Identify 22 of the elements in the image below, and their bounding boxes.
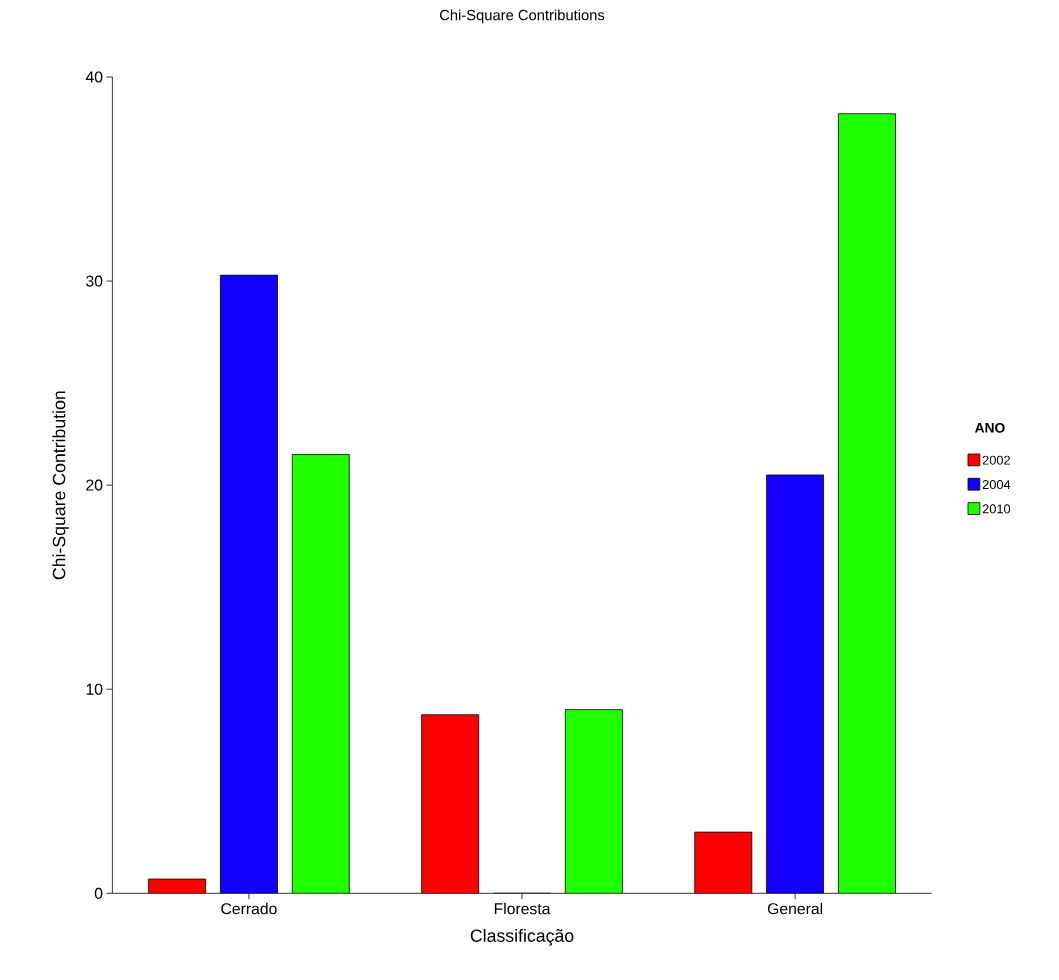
y-axis-title: Chi-Square Contribution	[52, 391, 69, 580]
y-tick-label: 30	[86, 275, 103, 287]
x-tick-label: Cerrado	[221, 902, 277, 915]
legend-label: 2004	[982, 479, 1011, 489]
bar	[565, 709, 623, 894]
y-tick-label: 20	[86, 479, 103, 491]
x-tick-label: Floresta	[494, 902, 551, 915]
x-axis-title: Classificação	[470, 928, 574, 946]
bar	[421, 714, 479, 894]
y-tick-label: 40	[85, 71, 103, 83]
y-tick-label: 10	[86, 683, 103, 695]
bar	[292, 454, 350, 894]
legend-title: ANO	[974, 422, 1005, 433]
chart-title: Chi-Square Contributions	[439, 9, 605, 24]
legend-label: 2010	[982, 504, 1011, 514]
bar	[694, 831, 753, 894]
bar	[766, 474, 825, 894]
legend-label: 2002	[982, 455, 1010, 465]
bar	[220, 274, 278, 894]
bar	[838, 113, 896, 894]
y-tick-label: 0	[94, 887, 103, 899]
x-tick-label: General	[767, 902, 823, 915]
